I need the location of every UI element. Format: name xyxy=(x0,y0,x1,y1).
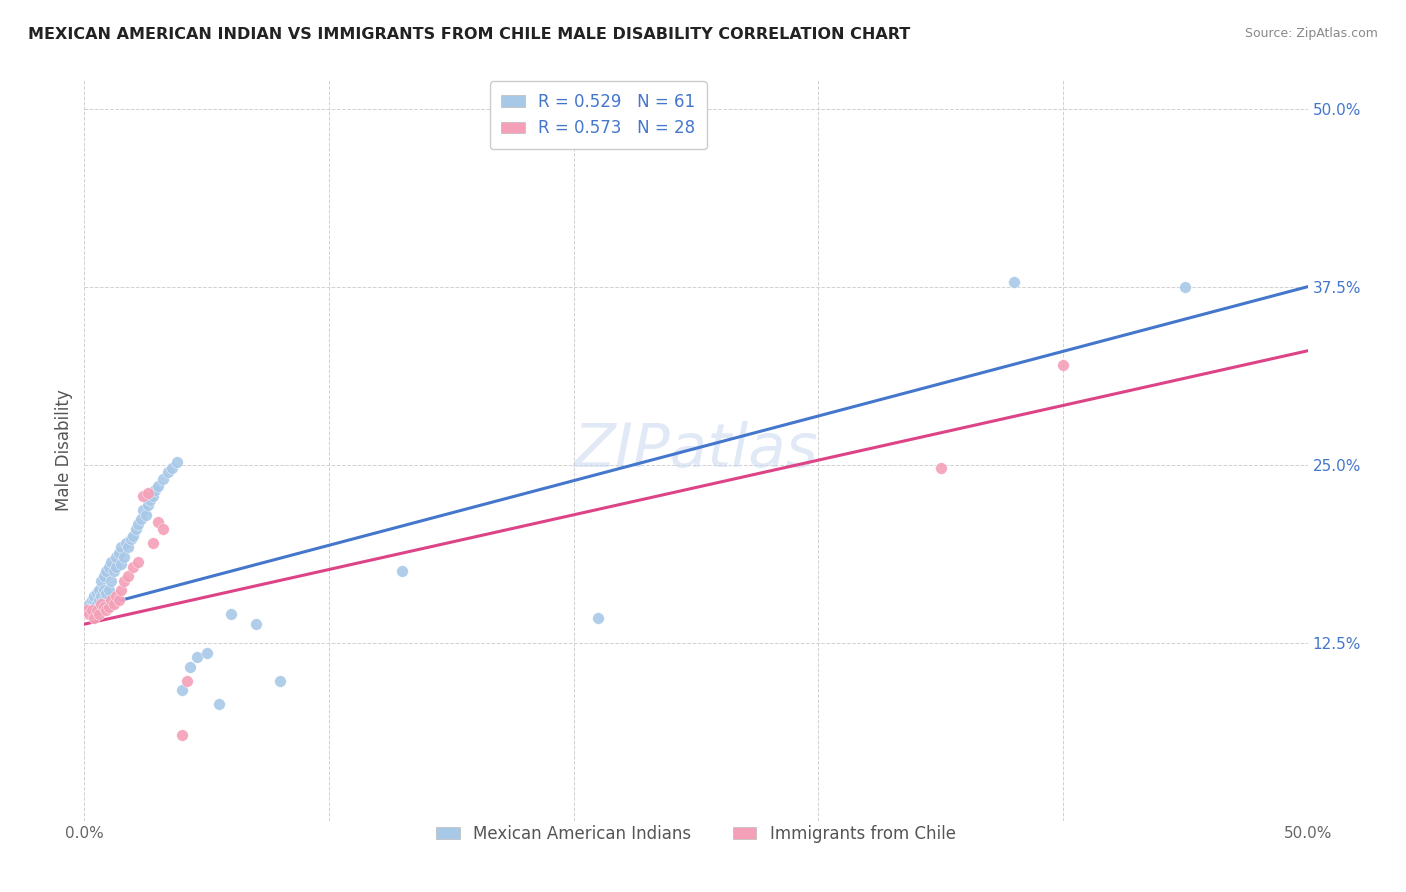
Point xyxy=(1002,276,1025,290)
Point xyxy=(115,536,138,550)
Point xyxy=(132,489,155,503)
Legend: Mexican American Indians, Immigrants from Chile: Mexican American Indians, Immigrants fro… xyxy=(426,815,966,853)
Point xyxy=(172,728,194,742)
Point xyxy=(90,597,112,611)
Point xyxy=(245,617,267,632)
Point xyxy=(93,593,115,607)
Point xyxy=(90,589,112,603)
Point xyxy=(166,455,188,469)
Point xyxy=(132,503,155,517)
Point xyxy=(105,550,128,565)
Point xyxy=(586,611,609,625)
Point xyxy=(176,674,198,689)
Point xyxy=(120,532,142,546)
Point xyxy=(219,607,242,622)
Point xyxy=(87,582,110,597)
Point xyxy=(112,574,135,589)
Point xyxy=(76,603,98,617)
Point xyxy=(125,522,148,536)
Point xyxy=(80,593,103,607)
Point xyxy=(105,589,128,603)
Y-axis label: Male Disability: Male Disability xyxy=(55,390,73,511)
Point xyxy=(112,550,135,565)
Point xyxy=(103,565,125,579)
Point xyxy=(179,660,201,674)
Point xyxy=(1052,358,1074,372)
Point xyxy=(83,611,105,625)
Point xyxy=(83,600,105,615)
Point xyxy=(86,586,108,600)
Point xyxy=(391,565,413,579)
Point xyxy=(77,597,100,611)
Point xyxy=(83,593,105,607)
Point xyxy=(97,582,120,597)
Point xyxy=(152,522,174,536)
Point xyxy=(117,541,139,555)
Point xyxy=(100,574,122,589)
Point xyxy=(122,560,145,574)
Point xyxy=(122,529,145,543)
Point xyxy=(86,597,108,611)
Point xyxy=(142,536,165,550)
Point xyxy=(129,512,152,526)
Point xyxy=(152,472,174,486)
Point xyxy=(269,674,291,689)
Point xyxy=(117,568,139,582)
Point xyxy=(162,460,184,475)
Point xyxy=(96,586,118,600)
Point xyxy=(100,593,122,607)
Point xyxy=(86,603,108,617)
Point xyxy=(139,493,162,508)
Point xyxy=(77,607,100,622)
Point xyxy=(93,600,115,615)
Point xyxy=(90,600,112,615)
Point xyxy=(86,603,108,617)
Point xyxy=(105,560,128,574)
Point xyxy=(107,546,129,560)
Point xyxy=(127,555,149,569)
Point xyxy=(156,465,179,479)
Point xyxy=(136,486,159,500)
Point xyxy=(127,517,149,532)
Point xyxy=(146,515,169,529)
Point xyxy=(100,555,122,569)
Point xyxy=(929,460,952,475)
Point xyxy=(103,597,125,611)
Point xyxy=(142,489,165,503)
Point xyxy=(172,682,194,697)
Point xyxy=(143,483,166,498)
Point xyxy=(87,607,110,622)
Point xyxy=(136,498,159,512)
Point xyxy=(135,508,157,522)
Point xyxy=(80,603,103,617)
Point xyxy=(97,560,120,574)
Point xyxy=(110,582,132,597)
Point xyxy=(76,603,98,617)
Point xyxy=(195,646,218,660)
Point xyxy=(87,593,110,607)
Text: MEXICAN AMERICAN INDIAN VS IMMIGRANTS FROM CHILE MALE DISABILITY CORRELATION CHA: MEXICAN AMERICAN INDIAN VS IMMIGRANTS FR… xyxy=(28,27,910,42)
Point xyxy=(110,558,132,572)
Point xyxy=(80,603,103,617)
Text: ZIPatlas: ZIPatlas xyxy=(574,421,818,480)
Point xyxy=(90,574,112,589)
Point xyxy=(93,568,115,582)
Point xyxy=(107,593,129,607)
Point xyxy=(93,582,115,597)
Point xyxy=(186,649,208,664)
Point xyxy=(97,600,120,615)
Point xyxy=(208,697,231,711)
Point xyxy=(146,479,169,493)
Point xyxy=(96,603,118,617)
Point xyxy=(1174,279,1197,293)
Point xyxy=(83,589,105,603)
Text: Source: ZipAtlas.com: Source: ZipAtlas.com xyxy=(1244,27,1378,40)
Point xyxy=(110,541,132,555)
Point xyxy=(96,565,118,579)
